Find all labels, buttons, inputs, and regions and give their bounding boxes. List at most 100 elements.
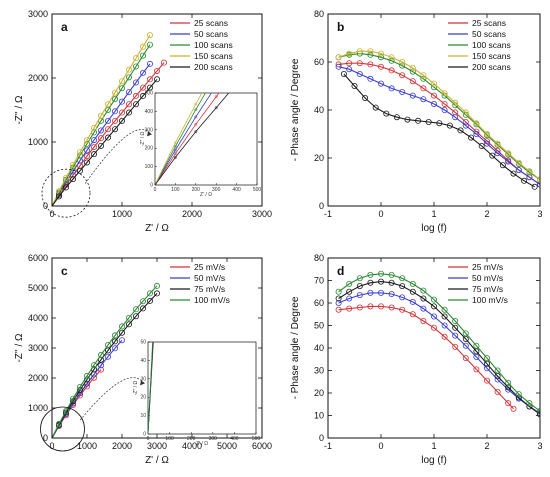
x-tick-label: 1000 xyxy=(112,209,132,219)
y-axis-label: - Phase angle / Degree xyxy=(290,296,301,399)
data-point xyxy=(409,65,416,72)
inset-x-tick-label: 0 xyxy=(154,187,157,193)
inset-data-point xyxy=(256,40,258,42)
x-tick-label: 6000 xyxy=(252,441,272,451)
data-point xyxy=(356,48,363,55)
y-tick-label: 3000 xyxy=(28,9,48,19)
data-point xyxy=(478,142,485,149)
data-point xyxy=(420,295,427,302)
data-point xyxy=(409,280,416,287)
x-tick-label: 2 xyxy=(484,441,489,451)
data-point xyxy=(388,290,395,297)
series-line-1 xyxy=(338,66,540,185)
data-point xyxy=(388,271,395,278)
data-point xyxy=(409,298,416,305)
data-point xyxy=(409,78,416,85)
x-tick-label: 2000 xyxy=(112,441,132,451)
inset-data-point xyxy=(173,152,177,156)
data-point xyxy=(462,355,469,362)
data-point xyxy=(63,407,70,414)
data-point xyxy=(146,290,153,297)
y-tick-label: 20 xyxy=(314,153,324,163)
inset-data-point xyxy=(215,73,217,75)
y-tick-label: 40 xyxy=(314,343,324,353)
data-point xyxy=(112,117,119,124)
data-point xyxy=(388,67,395,74)
data-point xyxy=(70,162,77,169)
data-point xyxy=(91,144,98,151)
x-axis-label: Z' / Ω xyxy=(145,455,169,466)
data-point xyxy=(132,63,139,70)
data-point xyxy=(105,101,112,108)
data-point xyxy=(415,117,422,124)
data-point xyxy=(430,84,437,91)
inset-y-tick-label: 10 xyxy=(140,413,146,419)
legend-label: 100 mV/s xyxy=(194,295,230,305)
data-point xyxy=(483,140,490,147)
data-point xyxy=(112,96,119,103)
legend-label: 50 mV/s xyxy=(472,273,503,283)
y-tick-label: 6000 xyxy=(28,253,48,263)
y-tick-label: 3000 xyxy=(28,343,48,353)
inset-series-line-4 xyxy=(155,93,230,185)
data-point xyxy=(388,85,395,92)
data-point xyxy=(126,66,133,73)
data-point xyxy=(483,130,490,137)
data-point xyxy=(126,74,133,81)
data-point xyxy=(425,119,432,126)
data-point xyxy=(351,83,358,90)
data-point xyxy=(399,275,406,282)
data-point xyxy=(105,126,112,133)
series-line-3 xyxy=(52,285,158,438)
inset-x-tick-label: 400 xyxy=(232,187,241,193)
data-point xyxy=(132,79,139,86)
data-point xyxy=(510,170,517,177)
data-point xyxy=(84,147,91,154)
data-point xyxy=(452,109,459,116)
zoom-circle xyxy=(40,406,85,452)
inset-x-tick-label: 200 xyxy=(192,187,201,193)
data-point xyxy=(77,167,84,174)
inset-frame xyxy=(154,92,258,186)
y-axis-label: -Z'' / Ω xyxy=(14,95,25,125)
data-point xyxy=(388,279,395,286)
data-point xyxy=(462,330,469,337)
inset-data-point xyxy=(194,102,198,106)
data-point xyxy=(84,159,91,166)
inset-series-line-2 xyxy=(155,93,206,185)
inset-x-tick-label: 500 xyxy=(252,436,261,442)
y-tick-label: 10 xyxy=(314,411,324,421)
x-tick-label: 3000 xyxy=(252,209,272,219)
y-tick-label: 60 xyxy=(314,298,324,308)
y-tick-label: 40 xyxy=(314,105,324,115)
inset-data-point xyxy=(194,115,198,119)
data-point xyxy=(56,420,63,427)
data-point xyxy=(473,353,480,360)
plot-frame xyxy=(327,257,541,439)
series-group xyxy=(335,270,540,418)
data-point xyxy=(526,168,533,175)
data-point xyxy=(98,127,105,134)
inset-data-point xyxy=(173,148,177,152)
data-point xyxy=(505,400,512,407)
series-line-2 xyxy=(338,53,540,181)
x-tick-label: 0 xyxy=(378,441,383,451)
y-tick-label: 2000 xyxy=(28,373,48,383)
data-point xyxy=(399,306,406,313)
data-point xyxy=(483,360,490,367)
data-point xyxy=(146,76,153,83)
data-point xyxy=(468,134,475,141)
data-point xyxy=(335,63,342,70)
data-point xyxy=(112,108,119,115)
x-tick-label: 1000 xyxy=(77,441,97,451)
legend-label: 100 mV/s xyxy=(472,295,508,305)
data-point xyxy=(119,323,126,330)
inset-x-tick-label: 300 xyxy=(212,187,221,193)
data-point xyxy=(356,60,363,67)
data-point xyxy=(446,122,453,129)
data-point xyxy=(139,43,146,50)
data-point xyxy=(436,120,443,127)
zoom-arrowhead xyxy=(140,380,145,386)
data-point xyxy=(452,324,459,331)
